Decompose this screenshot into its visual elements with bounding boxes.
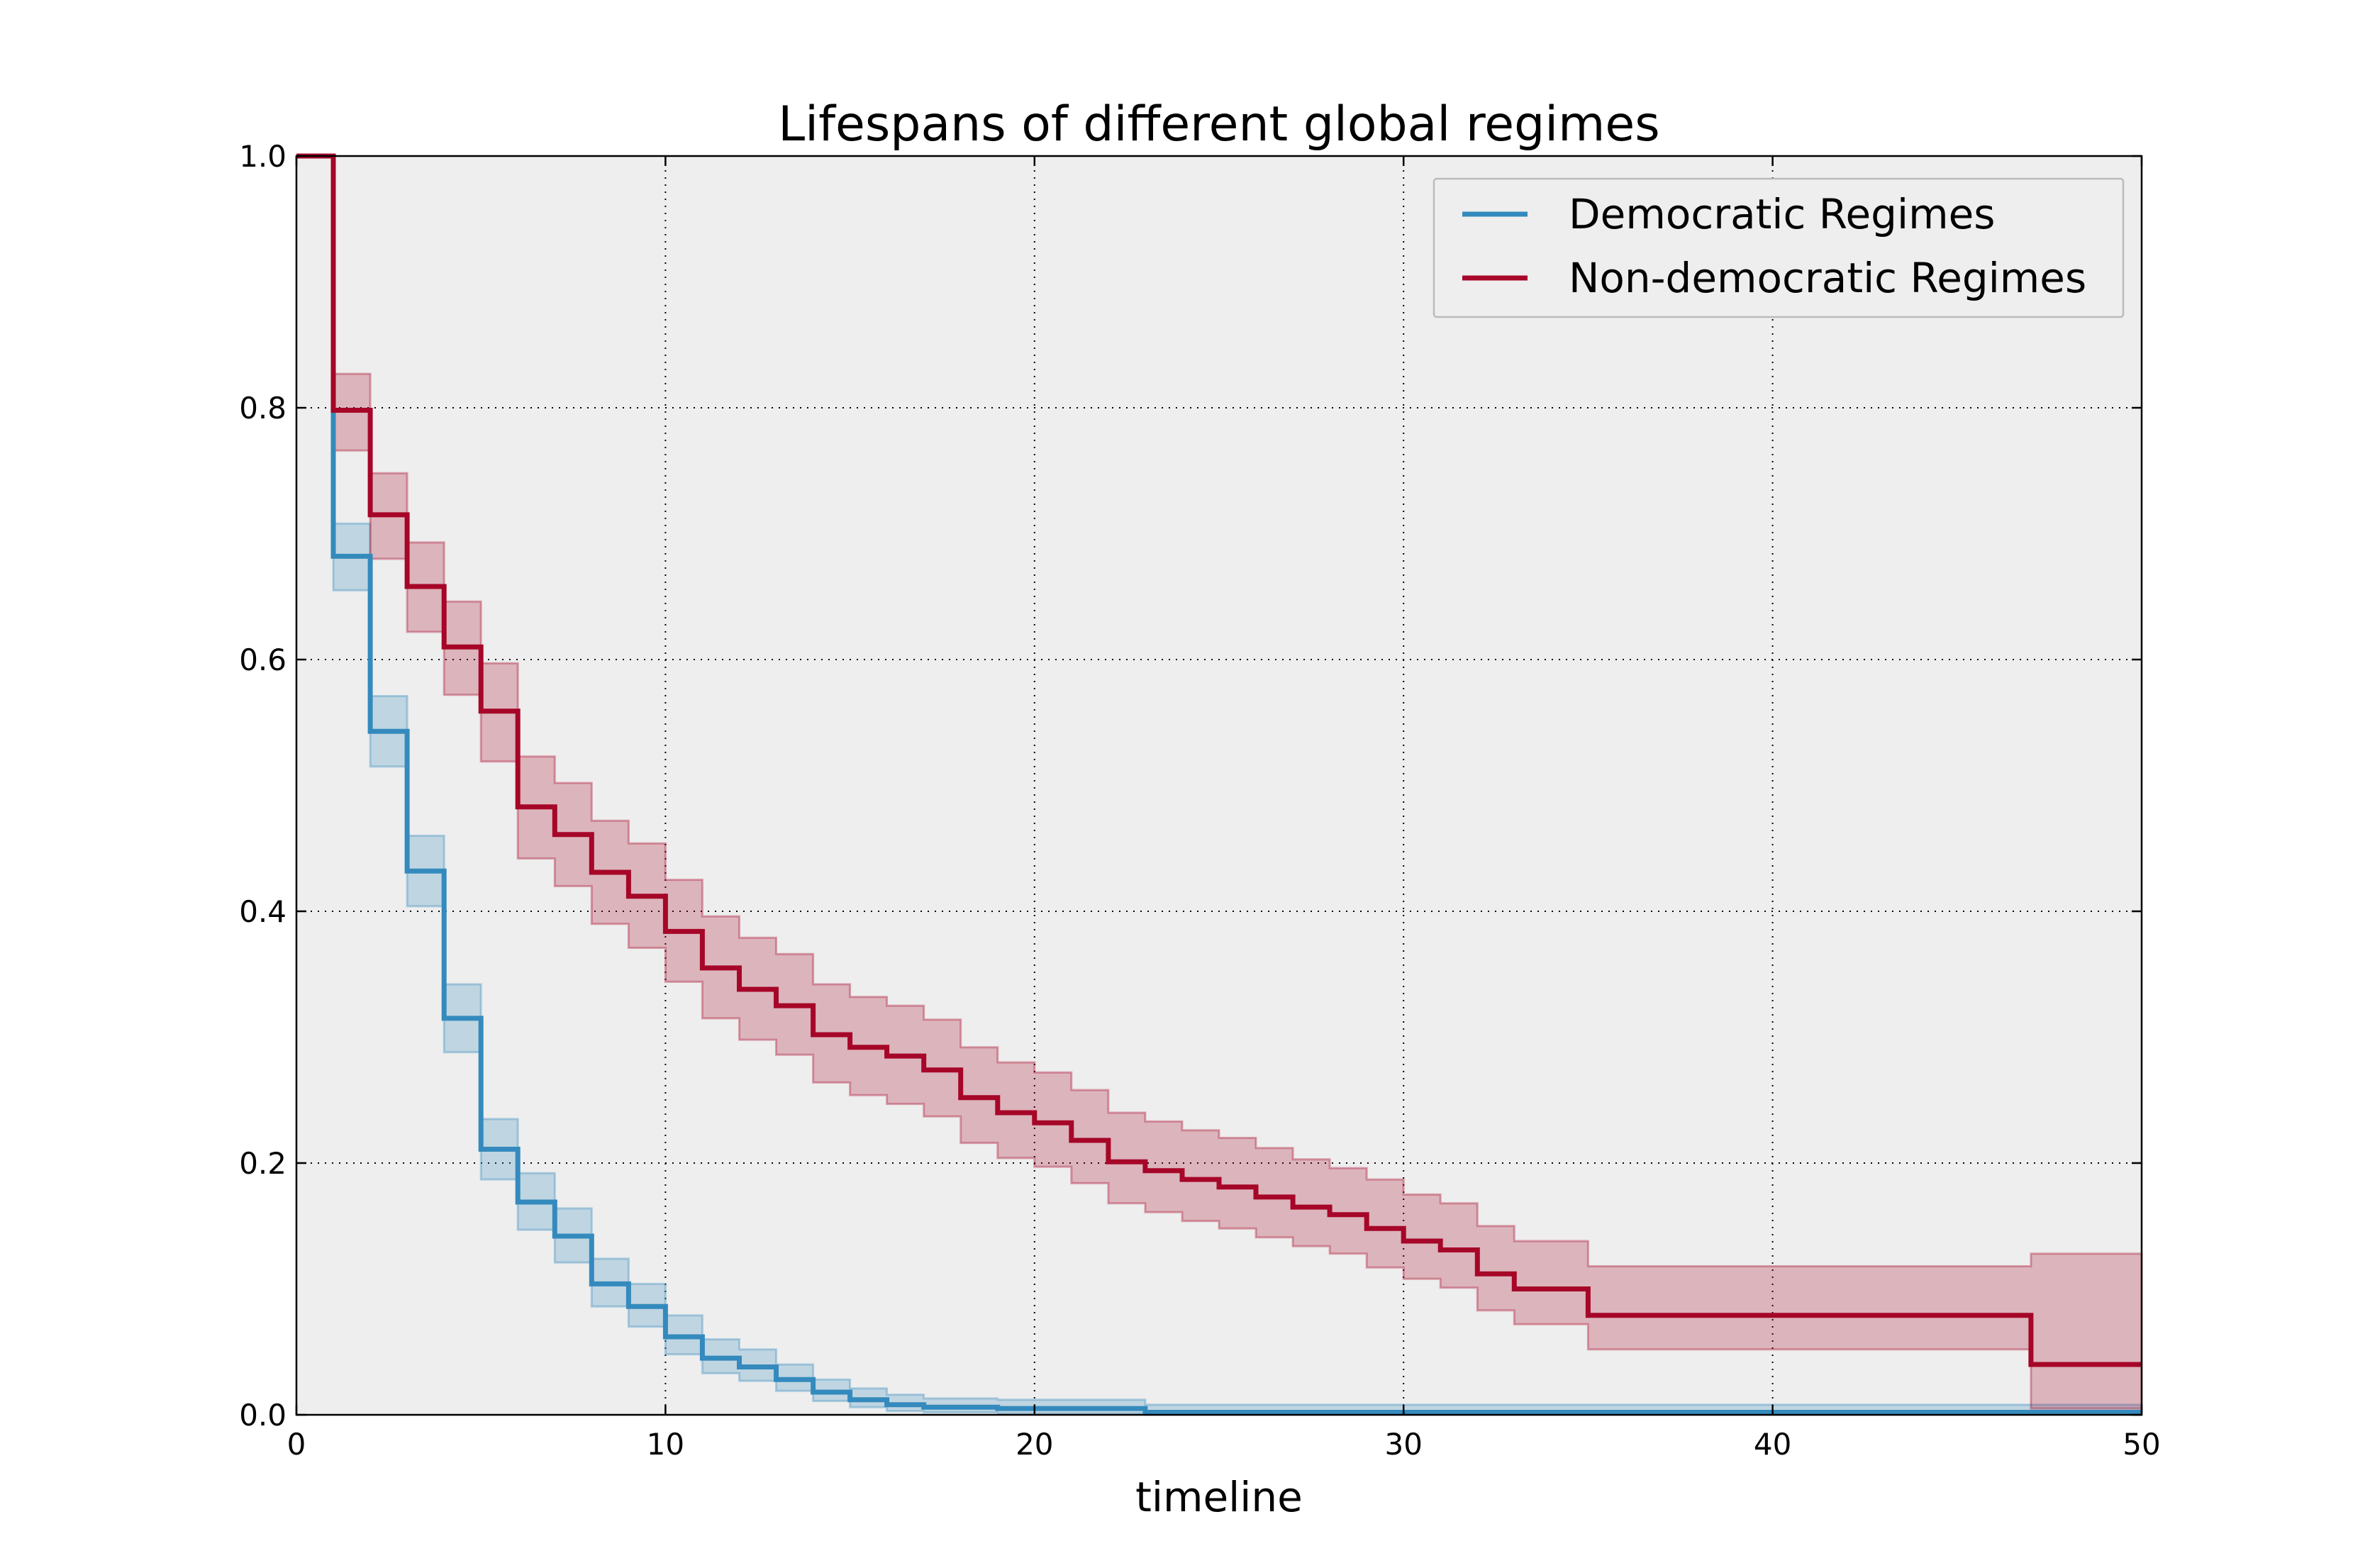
x-axis-label: timeline	[1135, 1473, 1303, 1521]
legend-label-series-1: Non-democratic Regimes	[1569, 254, 2086, 302]
plot-background	[296, 156, 2142, 1415]
legend-box	[1432, 177, 2125, 318]
tick-labels: 0 10 20 30 40 50 0.0 0.2 0.4 0.6 0.8 1.0	[239, 139, 2161, 1462]
chart-title: Lifespans of different global regimes	[778, 96, 1659, 152]
tick-marks	[295, 155, 2143, 1416]
y-tick-label: 1.0	[239, 139, 286, 174]
legend: Democratic Regimes Non-democratic Regimes	[1432, 177, 2125, 318]
grid	[296, 156, 2142, 1415]
x-tick-label: 30	[1384, 1427, 1422, 1462]
y-tick-label: 0.0	[239, 1398, 286, 1433]
x-tick-label: 10	[647, 1427, 684, 1462]
x-tick-label: 0	[287, 1427, 306, 1462]
survival-line-series-0	[296, 153, 2142, 1415]
x-tick-label: 40	[1754, 1427, 1791, 1462]
x-tick-label: 20	[1016, 1427, 1053, 1462]
legend-label-series-0: Democratic Regimes	[1569, 190, 1996, 238]
plot-frame	[295, 155, 2143, 1416]
y-tick-label: 0.6	[239, 643, 286, 677]
y-tick-label: 0.4	[239, 894, 286, 929]
y-tick-label: 0.2	[239, 1146, 286, 1181]
survival-line-series-1	[296, 153, 2142, 1367]
x-tick-label: 50	[2123, 1427, 2160, 1462]
y-tick-label: 0.8	[239, 391, 286, 426]
